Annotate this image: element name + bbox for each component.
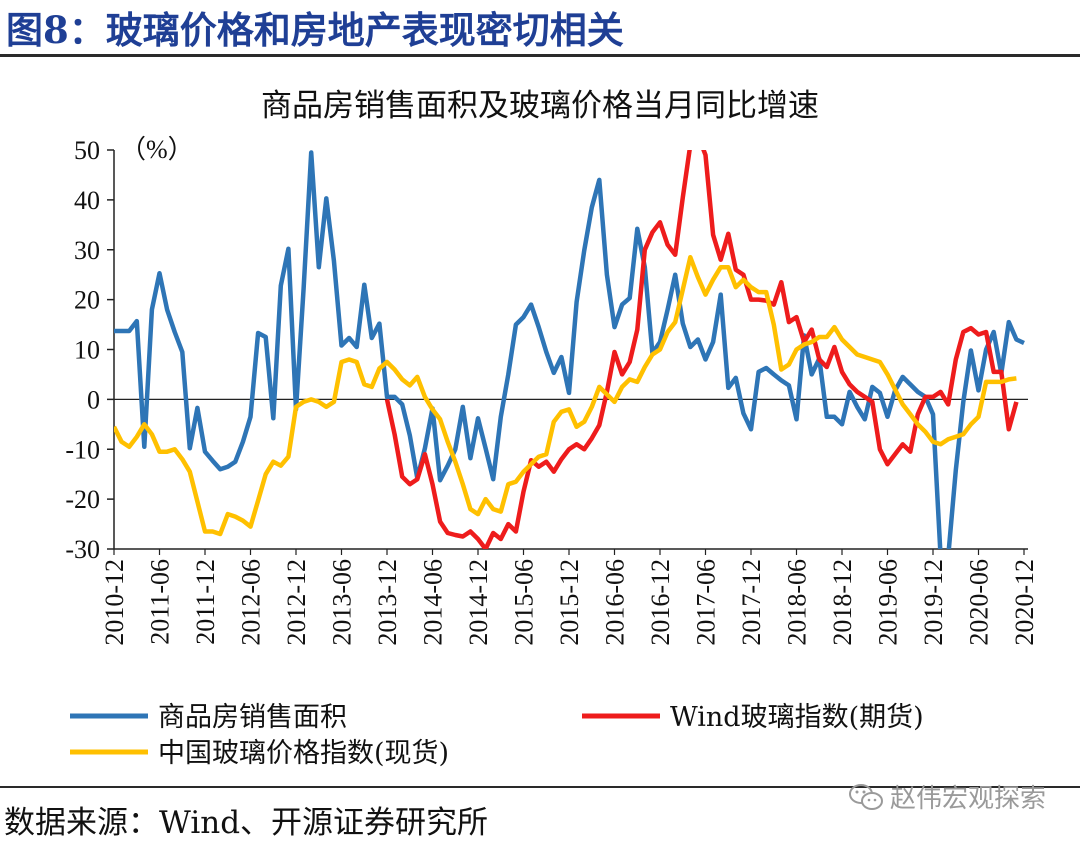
title-divider <box>0 54 1080 57</box>
x-tick-label: 2019-06 <box>874 559 903 646</box>
x-tick-label: 2016-12 <box>646 559 675 646</box>
y-tick-label: 40 <box>74 186 100 215</box>
y-tick-label: -30 <box>65 535 100 564</box>
x-tick-label: 2013-12 <box>373 559 402 646</box>
x-tick-label: 2015-06 <box>510 559 539 646</box>
x-tick-label: 2014-12 <box>464 559 493 646</box>
series-line-2 <box>384 150 1019 549</box>
plot-area: 50 40 30 20 10 0 -10 -20 -30 （%） 2010-12 2011-06 201… <box>65 135 1039 646</box>
y-axis-unit: （%） <box>120 135 194 164</box>
x-tick-label: 2012-12 <box>282 559 311 646</box>
x-tick-label: 2010-12 <box>100 559 129 646</box>
y-tick-label: -10 <box>65 435 100 464</box>
x-tick-label: 2020-06 <box>965 559 994 646</box>
y-tick-label: 50 <box>74 136 100 165</box>
line-chart: 商品房销售面积及玻璃价格当月同比增速 50 40 30 20 10 0 -10 -20 -30 （… <box>65 88 1039 769</box>
x-tick-label: 2017-06 <box>692 559 721 646</box>
y-tick-label: 30 <box>74 236 100 265</box>
source-divider <box>0 786 1080 788</box>
legend-label-3: 中国玻璃价格指数(现货) <box>158 738 449 769</box>
x-tick-label: 2018-12 <box>828 559 857 646</box>
data-source: 数据来源：Wind、开源证券研究所 <box>4 805 489 841</box>
legend-label-1: 商品房销售面积 <box>158 702 347 733</box>
x-tick-label: 2016-06 <box>601 559 630 646</box>
x-tick-label: 2011-12 <box>191 559 220 645</box>
x-tick-label: 2017-12 <box>737 559 766 646</box>
wechat-icon <box>848 783 883 810</box>
y-tick-label: -20 <box>65 485 100 514</box>
legend-label-2: Wind玻璃指数(期货) <box>670 702 924 733</box>
x-tick-label: 2019-12 <box>919 559 948 646</box>
x-tick-label: 2014-06 <box>419 559 448 646</box>
watermark: 赵伟宏观探索 <box>848 778 1046 815</box>
x-tick-label: 2012-06 <box>237 559 266 646</box>
y-tick-label: 10 <box>74 336 100 365</box>
watermark-text: 赵伟宏观探索 <box>889 784 1046 814</box>
y-tick-label: 20 <box>74 286 100 315</box>
x-tick-label: 2018-06 <box>783 559 812 646</box>
y-tick-label: 0 <box>87 385 100 414</box>
x-tick-label: 2020-12 <box>1010 559 1039 646</box>
x-tick-label: 2015-12 <box>555 559 584 646</box>
figure-title: 图8：玻璃价格和房地产表现密切相关 <box>6 8 624 52</box>
legend: 商品房销售面积 Wind玻璃指数(期货) 中国玻璃价格指数(现货) <box>70 702 924 769</box>
chart-title: 商品房销售面积及玻璃价格当月同比增速 <box>261 88 819 124</box>
x-tick-label: 2013-06 <box>328 559 357 646</box>
series-line-3 <box>114 254 1017 537</box>
x-tick-label: 2011-06 <box>146 559 175 645</box>
series-line-1 <box>114 150 1025 549</box>
